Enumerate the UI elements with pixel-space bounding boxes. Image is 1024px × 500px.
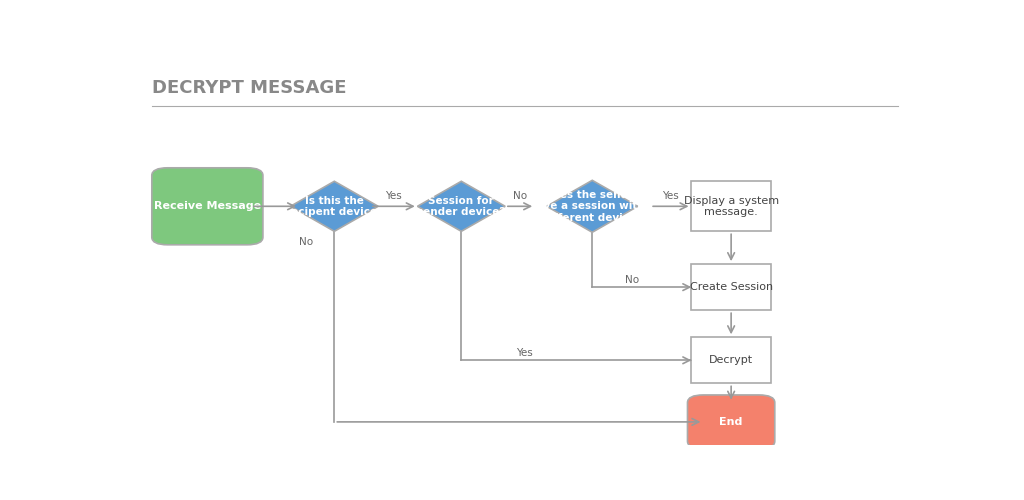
Text: No: No (625, 275, 639, 285)
Text: Session for
sender device?: Session for sender device? (417, 196, 506, 217)
Text: Receive Message: Receive Message (154, 202, 261, 211)
Polygon shape (291, 182, 378, 232)
Text: No: No (513, 190, 527, 200)
Text: Display a system
message.: Display a system message. (684, 196, 778, 217)
Text: Yes: Yes (663, 190, 679, 200)
Text: Create Session: Create Session (689, 282, 773, 292)
Text: No: No (299, 236, 313, 246)
Text: Decrypt: Decrypt (709, 356, 754, 366)
FancyBboxPatch shape (691, 182, 771, 232)
Text: End: End (720, 417, 742, 427)
Text: Yes: Yes (516, 348, 534, 358)
Polygon shape (547, 180, 638, 233)
Text: Yes: Yes (385, 190, 402, 200)
Text: DECRYPT MESSAGE: DECRYPT MESSAGE (152, 79, 346, 97)
Text: Does the sender
have a session with a
different device?: Does the sender have a session with a di… (529, 190, 655, 223)
FancyBboxPatch shape (152, 168, 263, 245)
FancyBboxPatch shape (691, 264, 771, 310)
Text: Is this the
recipent device?: Is this the recipent device? (286, 196, 383, 217)
FancyBboxPatch shape (687, 395, 775, 449)
FancyBboxPatch shape (691, 337, 771, 384)
Polygon shape (418, 182, 505, 232)
